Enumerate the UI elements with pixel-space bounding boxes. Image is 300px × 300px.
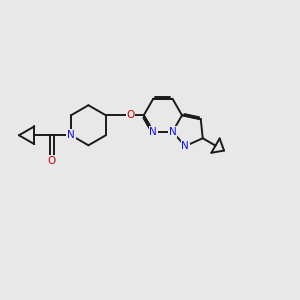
Text: N: N	[169, 127, 176, 137]
Text: N: N	[149, 127, 157, 137]
Text: O: O	[126, 110, 135, 120]
Text: N: N	[182, 141, 189, 151]
Text: N: N	[67, 130, 75, 140]
Text: O: O	[48, 156, 56, 166]
